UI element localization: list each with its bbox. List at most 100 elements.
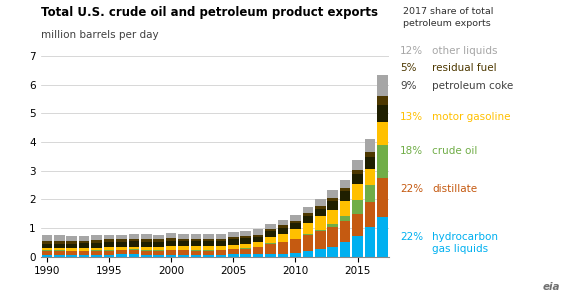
Bar (290, 253, 300, 257)
Bar (203, 255, 213, 257)
Bar (253, 254, 263, 257)
Bar (116, 235, 126, 239)
Bar (327, 201, 338, 210)
Bar (315, 231, 325, 250)
Bar (315, 199, 325, 206)
Bar (66, 236, 77, 241)
Bar (42, 244, 52, 248)
Bar (116, 254, 126, 257)
Bar (203, 241, 213, 246)
Bar (203, 239, 213, 241)
Bar (290, 215, 300, 221)
Bar (240, 238, 251, 244)
Bar (153, 242, 164, 247)
Text: 13%: 13% (400, 112, 423, 122)
Bar (365, 157, 375, 169)
Bar (303, 252, 313, 257)
Bar (278, 225, 288, 228)
Text: petroleum coke: petroleum coke (432, 81, 513, 91)
Bar (129, 250, 139, 254)
Bar (129, 247, 139, 250)
Bar (377, 145, 387, 178)
Bar (216, 246, 226, 250)
Bar (228, 249, 238, 254)
Bar (178, 241, 189, 246)
Bar (178, 246, 189, 250)
Bar (327, 227, 338, 247)
Bar (278, 220, 288, 225)
Bar (253, 237, 263, 242)
Bar (340, 216, 350, 221)
Bar (240, 236, 251, 238)
Bar (129, 242, 139, 247)
Bar (290, 221, 300, 223)
Bar (54, 255, 64, 257)
Bar (153, 251, 164, 255)
Bar (315, 216, 325, 230)
Bar (228, 240, 238, 245)
Bar (352, 184, 363, 200)
Text: hydrocarbon
gas liquids: hydrocarbon gas liquids (432, 232, 498, 254)
Bar (79, 236, 89, 241)
Text: residual fuel: residual fuel (432, 63, 496, 73)
Bar (216, 239, 226, 241)
Bar (253, 242, 263, 247)
Bar (240, 244, 251, 248)
Bar (265, 254, 276, 257)
Bar (315, 250, 325, 257)
Bar (240, 231, 251, 236)
Bar (265, 229, 276, 232)
Bar (203, 250, 213, 251)
Bar (91, 248, 102, 250)
Bar (91, 250, 102, 251)
Bar (352, 236, 363, 257)
Bar (340, 180, 350, 188)
Bar (166, 238, 176, 241)
Bar (91, 251, 102, 255)
Bar (216, 255, 226, 257)
Bar (253, 235, 263, 237)
Bar (54, 250, 64, 251)
Bar (104, 251, 114, 255)
Bar (265, 224, 276, 229)
Bar (79, 243, 89, 248)
Bar (290, 230, 300, 239)
Bar (315, 206, 325, 209)
Bar (340, 221, 350, 242)
Bar (153, 239, 164, 242)
Bar (377, 178, 387, 217)
Bar (178, 255, 189, 257)
Bar (365, 169, 375, 185)
Bar (54, 241, 64, 244)
Bar (377, 96, 387, 105)
Bar (66, 241, 77, 244)
Bar (228, 232, 238, 237)
Text: 5%: 5% (400, 63, 416, 73)
Text: distillate: distillate (432, 184, 477, 194)
Bar (153, 235, 164, 239)
Bar (54, 251, 64, 255)
Bar (91, 235, 102, 240)
Bar (315, 209, 325, 216)
Bar (66, 248, 77, 251)
Bar (377, 105, 387, 122)
Bar (327, 198, 338, 201)
Bar (327, 210, 338, 224)
Bar (42, 248, 52, 250)
Bar (66, 251, 77, 255)
Bar (104, 240, 114, 242)
Bar (141, 247, 151, 250)
Bar (228, 254, 238, 257)
Bar (265, 244, 276, 254)
Bar (166, 246, 176, 250)
Bar (228, 237, 238, 240)
Bar (377, 122, 387, 145)
Bar (129, 234, 139, 239)
Bar (203, 234, 213, 239)
Bar (116, 239, 126, 242)
Bar (265, 237, 276, 243)
Bar (91, 240, 102, 243)
Bar (303, 207, 313, 213)
Bar (153, 250, 164, 251)
Bar (104, 242, 114, 247)
